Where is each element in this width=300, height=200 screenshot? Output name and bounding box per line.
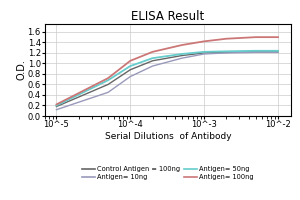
- Antigen= 100ng: [128, 60, 132, 62]
- Antigen= 10ng: [254, 51, 258, 54]
- Y-axis label: O.D.: O.D.: [16, 60, 26, 80]
- Antigen= 50ng: [202, 51, 206, 53]
- Antigen= 100ng: [55, 103, 58, 106]
- Antigen= 10ng: [202, 53, 206, 55]
- Antigen= 50ng: [180, 53, 184, 55]
- Control Antigen = 100ng: [128, 69, 132, 71]
- Antigen= 100ng: [276, 36, 280, 38]
- Control Antigen = 100ng: [151, 60, 154, 62]
- Control Antigen = 100ng: [276, 51, 280, 53]
- Antigen= 100ng: [254, 36, 258, 38]
- Legend: Control Antigen = 100ng, Antigen= 10ng, Antigen= 50ng, Antigen= 100ng: Control Antigen = 100ng, Antigen= 10ng, …: [80, 163, 256, 183]
- Antigen= 100ng: [225, 38, 228, 40]
- Antigen= 50ng: [128, 65, 132, 67]
- Line: Antigen= 100ng: Antigen= 100ng: [56, 37, 278, 104]
- Control Antigen = 100ng: [254, 51, 258, 53]
- Antigen= 10ng: [106, 91, 110, 94]
- Title: ELISA Result: ELISA Result: [131, 10, 205, 23]
- Antigen= 100ng: [151, 51, 154, 53]
- Antigen= 50ng: [276, 50, 280, 52]
- Control Antigen = 100ng: [225, 51, 228, 54]
- Control Antigen = 100ng: [106, 83, 110, 86]
- Line: Antigen= 10ng: Antigen= 10ng: [56, 52, 278, 110]
- X-axis label: Serial Dilutions  of Antibody: Serial Dilutions of Antibody: [105, 132, 231, 141]
- Control Antigen = 100ng: [55, 105, 58, 108]
- Antigen= 10ng: [128, 75, 132, 78]
- Antigen= 10ng: [276, 51, 280, 54]
- Antigen= 10ng: [151, 65, 154, 67]
- Antigen= 100ng: [180, 44, 184, 46]
- Antigen= 10ng: [225, 52, 228, 54]
- Antigen= 50ng: [55, 104, 58, 107]
- Antigen= 10ng: [180, 57, 184, 59]
- Antigen= 50ng: [106, 79, 110, 81]
- Line: Antigen= 50ng: Antigen= 50ng: [56, 51, 278, 105]
- Antigen= 50ng: [254, 50, 258, 52]
- Line: Control Antigen = 100ng: Control Antigen = 100ng: [56, 52, 278, 107]
- Antigen= 100ng: [202, 40, 206, 43]
- Antigen= 100ng: [106, 77, 110, 79]
- Control Antigen = 100ng: [180, 54, 184, 57]
- Antigen= 50ng: [151, 57, 154, 59]
- Control Antigen = 100ng: [202, 52, 206, 54]
- Antigen= 50ng: [225, 50, 228, 53]
- Antigen= 10ng: [55, 108, 58, 111]
